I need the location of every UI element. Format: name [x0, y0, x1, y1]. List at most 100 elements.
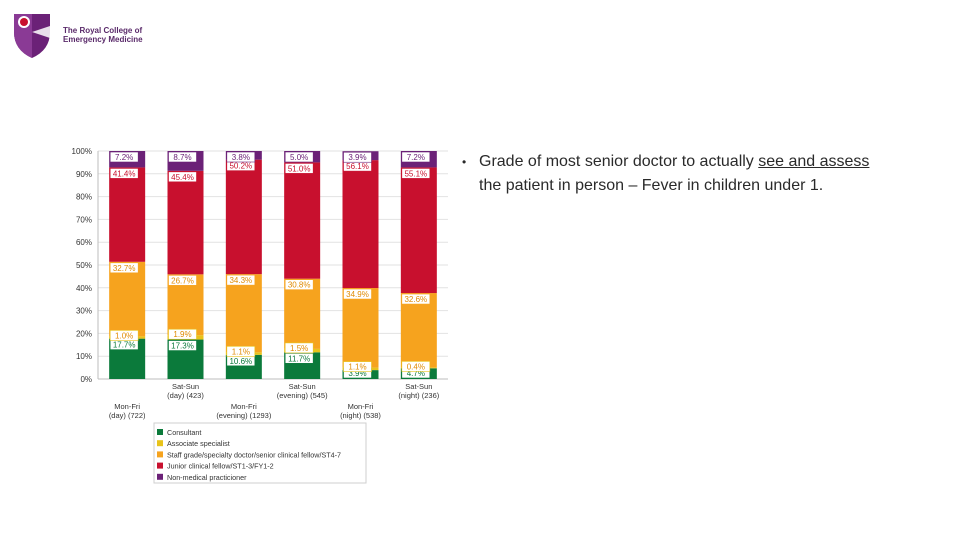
- data-label-associate: 1.9%: [173, 330, 191, 339]
- data-label-staff: 32.6%: [404, 295, 427, 304]
- data-label-box: [284, 151, 314, 163]
- bar-segment-junior: [400, 167, 437, 294]
- y-tick-label: 0%: [80, 375, 92, 384]
- data-label-box: [168, 340, 197, 351]
- x-tick-label-line2: (evening) (1293): [216, 411, 272, 420]
- data-label-associate: 1.1%: [232, 347, 250, 356]
- data-label-junior: 45.4%: [171, 173, 194, 182]
- data-label-staff: 34.3%: [229, 276, 252, 285]
- legend-label-junior: Junior clinical fellow/ST1-3/FY1-2: [167, 462, 274, 471]
- data-label-consultant: 4.7%: [407, 369, 425, 378]
- bar-segment-staff: [109, 261, 146, 337]
- data-label-box: [109, 330, 139, 341]
- bar-segment-staff: [342, 288, 379, 368]
- data-label-junior: 56.1%: [346, 162, 369, 171]
- data-label-box: [343, 151, 372, 163]
- data-label-junior: 50.2%: [229, 162, 252, 171]
- y-tick-label: 100%: [72, 147, 92, 156]
- x-tick-label-line2: (night) (538): [340, 411, 381, 420]
- bar-segment-junior: [225, 159, 262, 275]
- bullet-text-part-1: Grade of most senior doctor to actually: [479, 153, 759, 170]
- legend-swatch-consultant: [157, 429, 163, 435]
- data-label-associate: 1.1%: [348, 363, 366, 372]
- y-tick-label: 10%: [76, 352, 92, 361]
- data-label-box: [226, 346, 256, 357]
- data-label-box: [343, 361, 372, 372]
- legend-label-nonmedical: Non-medical practicioner: [167, 473, 247, 482]
- data-label-staff: 34.9%: [346, 290, 369, 299]
- data-label-box: [109, 168, 139, 179]
- data-label-nonmedical: 3.9%: [348, 153, 366, 162]
- legend-swatch-staff: [157, 451, 163, 458]
- data-label-box: [284, 353, 314, 364]
- rcem-logo: The Royal College of Emergency Medicine: [12, 12, 143, 60]
- data-label-nonmedical: 3.8%: [232, 153, 250, 162]
- x-tick-label-line2: (night) (236): [398, 391, 439, 400]
- data-label-consultant: 10.6%: [229, 357, 252, 366]
- y-tick-label: 30%: [76, 307, 92, 316]
- x-tick-label-line1: Mon-Fri: [231, 402, 257, 411]
- data-label-box: [109, 151, 139, 163]
- y-tick-label: 20%: [76, 329, 92, 338]
- stacked-bar-chart: 0% 10% 20% 30% 40% 50% 60% 70% 80% 90% 100% 17.7% 1.…: [66, 141, 452, 487]
- bar-segment-junior: [109, 167, 146, 262]
- y-tick-label: 50%: [76, 261, 92, 270]
- legend-swatch-associate: [157, 440, 163, 447]
- data-label-nonmedical: 8.7%: [173, 153, 191, 162]
- bullet-text: Grade of most senior doctor to actually …: [479, 150, 882, 198]
- data-label-associate: 1.0%: [115, 331, 133, 340]
- data-label-consultant: 11.7%: [288, 354, 310, 363]
- bullet-text-part-2: the patient in person – Fever in childre…: [479, 177, 824, 194]
- bar-segment-junior: [284, 162, 321, 279]
- data-label-staff: 26.7%: [171, 276, 194, 285]
- y-tick-label: 60%: [76, 238, 92, 247]
- y-tick-label: 80%: [76, 193, 92, 202]
- data-label-junior: 55.1%: [404, 169, 427, 178]
- x-tick-label-line1: Mon-Fri: [114, 402, 140, 411]
- bar-segment-junior: [167, 170, 204, 275]
- data-label-consultant: 17.7%: [113, 341, 136, 350]
- logo-line-2: Emergency Medicine: [63, 35, 143, 44]
- bar-segment-staff: [225, 274, 262, 353]
- rcem-shield-icon: [14, 14, 50, 58]
- x-tick-label-line2: (day) (423): [167, 391, 204, 400]
- x-tick-label-line1: Sat-Sun: [405, 382, 432, 391]
- data-label-box: [284, 279, 314, 290]
- data-label-box: [109, 262, 139, 274]
- bar-segment-staff: [400, 293, 437, 368]
- data-label-associate: 0.4%: [407, 362, 425, 371]
- data-label-box: [226, 151, 256, 163]
- bar-segment-junior: [342, 160, 379, 289]
- data-label-staff: 32.7%: [113, 264, 136, 273]
- data-label-box: [343, 288, 372, 300]
- data-label-box: [401, 151, 431, 163]
- legend-box: [153, 422, 367, 484]
- data-label-consultant: 17.3%: [171, 342, 194, 351]
- logo-line-1: The Royal College of: [63, 26, 143, 35]
- y-tick-label: 90%: [76, 170, 92, 179]
- legend-swatch-junior: [157, 462, 163, 469]
- data-label-box: [168, 151, 197, 163]
- x-tick-label-line2: (day) (722): [109, 411, 146, 420]
- data-label-box: [284, 163, 314, 174]
- bullet-text-underlined: see and assess: [758, 153, 870, 170]
- data-label-nonmedical: 7.2%: [407, 153, 425, 162]
- data-label-box: [401, 293, 431, 305]
- x-tick-label-line1: Sat-Sun: [289, 382, 316, 391]
- data-label-box: [168, 275, 197, 286]
- data-label-box: [168, 328, 197, 340]
- y-tick-label: 70%: [76, 215, 92, 224]
- data-label-box: [168, 171, 197, 183]
- data-label-nonmedical: 7.2%: [115, 153, 133, 162]
- data-label-junior: 51.0%: [288, 164, 311, 173]
- legend-label-associate: Associate specialist: [167, 439, 230, 448]
- x-tick-label-line1: Mon-Fri: [348, 402, 374, 411]
- bar-segment-staff: [284, 278, 321, 349]
- legend-label-consultant: Consultant: [167, 428, 201, 437]
- data-label-consultant: 3.9%: [348, 369, 366, 378]
- y-tick-label: 40%: [76, 284, 92, 293]
- data-label-staff: 30.8%: [288, 281, 311, 290]
- legend-label-staff: Staff grade/specialty doctor/senior clin…: [167, 450, 341, 459]
- data-label-box: [226, 274, 256, 286]
- data-label-box: [284, 342, 314, 354]
